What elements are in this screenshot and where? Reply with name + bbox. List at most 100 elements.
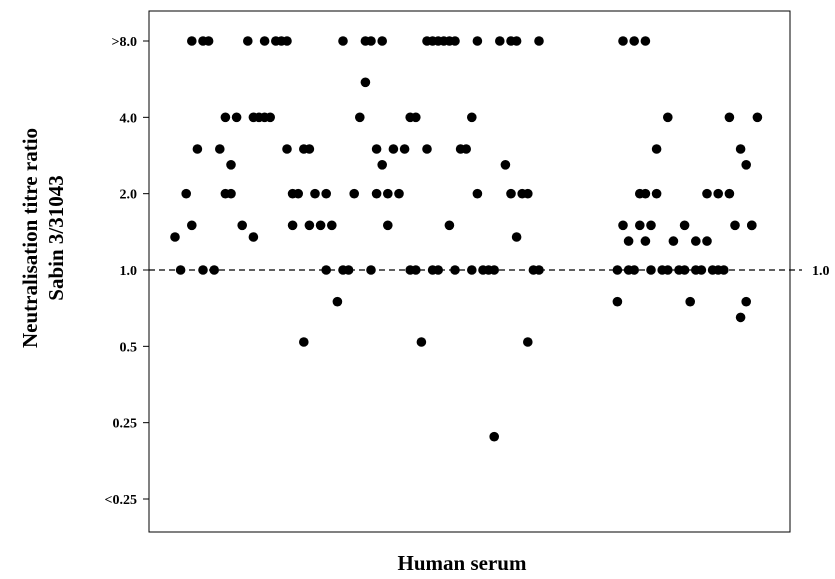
data-point (646, 220, 656, 231)
data-point (265, 112, 276, 123)
data-point (259, 36, 270, 46)
data-point (383, 188, 393, 199)
data-point (377, 160, 388, 170)
data-point (411, 112, 421, 123)
data-point (315, 220, 326, 231)
data-point (394, 188, 404, 199)
data-point (287, 220, 298, 231)
data-point (741, 296, 751, 307)
data-point (327, 220, 337, 231)
data-point (304, 220, 315, 231)
data-point (467, 265, 477, 275)
data-point (489, 431, 500, 442)
y-tick-label: <0.25 (105, 493, 137, 508)
data-point (696, 265, 707, 275)
data-point (679, 265, 690, 275)
data-point (702, 188, 712, 199)
data-point (388, 144, 399, 154)
data-point (192, 144, 203, 154)
data-point (422, 144, 432, 154)
data-point (360, 77, 371, 88)
data-point (506, 188, 516, 199)
y-axis-title-line: Neutralisation titre ratio (18, 128, 42, 348)
data-point (752, 112, 763, 123)
data-point (371, 144, 382, 154)
data-point (646, 265, 656, 275)
y-axis-ticks: >8.0 4.0 2.0 1.0 0.5 0.25 <0.25 (105, 35, 149, 508)
y-tick-label: 0.25 (113, 417, 138, 432)
data-point (338, 36, 348, 46)
data-point (226, 188, 236, 199)
data-point (679, 220, 690, 231)
data-point (187, 220, 197, 231)
data-point (332, 296, 343, 307)
data-point (735, 144, 746, 154)
data-point (523, 188, 533, 199)
data-point (511, 232, 522, 242)
data-point (226, 160, 236, 170)
data-point (416, 337, 427, 347)
data-point (629, 36, 639, 46)
data-point (495, 36, 505, 46)
data-point (534, 36, 544, 46)
y-axis-title-line: Sabin 3/31043 (44, 175, 68, 300)
data-point (713, 188, 723, 199)
data-point (635, 220, 645, 231)
data-point (747, 220, 757, 231)
data-point (198, 265, 208, 275)
data-point (444, 220, 455, 231)
data-point (640, 236, 651, 246)
data-point (310, 188, 320, 199)
data-point (741, 160, 751, 170)
data-point (383, 220, 393, 231)
data-point (349, 188, 360, 199)
data-point (343, 265, 354, 275)
data-point (719, 265, 729, 275)
data-point (355, 112, 365, 123)
data-point (321, 188, 332, 199)
data-point (467, 112, 477, 123)
data-point (209, 265, 219, 275)
y-tick-label: 1.0 (120, 264, 138, 279)
data-point (377, 36, 388, 46)
data-point (651, 144, 662, 154)
data-point (231, 112, 242, 123)
data-point (282, 144, 292, 154)
data-point (215, 144, 225, 154)
data-point (299, 337, 309, 347)
data-point (489, 265, 500, 275)
data-point (724, 188, 735, 199)
data-point (668, 236, 679, 246)
data-points (170, 36, 763, 442)
data-point (175, 265, 186, 275)
data-point (472, 36, 483, 46)
data-point (366, 265, 376, 275)
plot-frame (148, 10, 791, 533)
data-point (282, 36, 292, 46)
data-point (640, 36, 651, 46)
data-point (293, 188, 304, 199)
data-point (411, 265, 421, 275)
data-point (612, 265, 623, 275)
x-axis-title: Human serum (398, 551, 527, 575)
data-point (651, 188, 662, 199)
data-point (181, 188, 191, 199)
data-point (663, 112, 673, 123)
data-point (203, 36, 214, 46)
data-point (399, 144, 410, 154)
reference-line-label: 1.0 (812, 264, 830, 279)
y-tick-label: 0.5 (120, 340, 138, 355)
data-point (170, 232, 180, 242)
data-point (450, 265, 460, 275)
data-point (691, 236, 701, 246)
data-point (612, 296, 623, 307)
data-point (735, 312, 746, 323)
data-point (730, 220, 740, 231)
data-point (187, 36, 197, 46)
y-tick-label: 4.0 (120, 111, 138, 126)
data-point (321, 265, 332, 275)
data-point (623, 236, 634, 246)
y-tick-label: 2.0 (120, 188, 138, 203)
data-point (220, 112, 231, 123)
